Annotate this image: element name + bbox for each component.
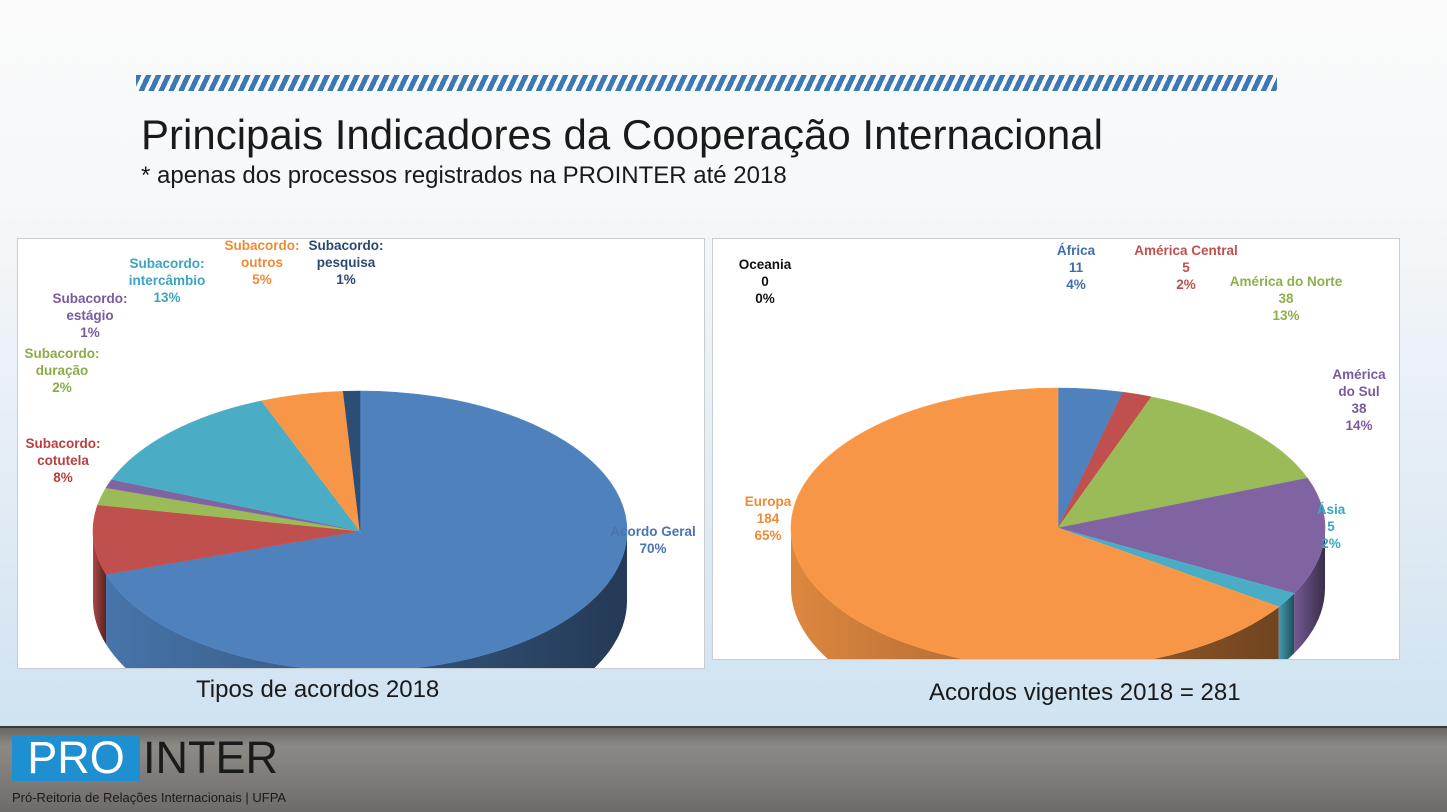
pie-side-subacordo-cotutela [93,531,107,645]
pie-label-subacordo-cotutela: Subacordo: cotutela 8% [25,436,100,485]
pie-side-europa [791,528,1279,659]
page-title: Principais Indicadores da Cooperação Int… [141,111,1103,158]
pie-slice-acordo-geral [105,390,628,668]
pie-label-subacordo-estagio: Subacordo: estágio 1% [52,291,127,340]
pie-slice-subacordo-cotutela [92,504,361,575]
pie-label-europa: Europa 184 65% [745,494,792,543]
pie-label-subacordo-intercambio: Subacordo: intercâmbio 13% [129,256,206,305]
pie-label-subacordo-outros: Subacordo: outros 5% [224,239,299,287]
pie-slice-america-do-sul [1057,477,1326,594]
pie-label-america-do-sul: América do Sul 38 14% [1332,367,1386,433]
chart-panel-tipos-acordos: Acordo Geral 70% Subacordo: cotutela 8% Subac… [17,238,705,669]
pie-label-subacordo-pesquisa: Subacordo: pesquisa 1% [308,239,383,287]
decorative-stripe [136,75,1277,91]
pie-label-asia: Ásia 5 2% [1317,502,1346,551]
pie-chart-acordos-vigentes: África 11 4% América Central 5 2% América do N… [739,243,1386,659]
pie-label-africa: África 11 4% [1057,243,1096,292]
pie-slice-subacordo-intercambio [111,400,361,532]
pie-label-america-do-norte: América do Norte 38 13% [1230,274,1343,323]
prointer-logo-text: INTER [143,732,278,783]
pie-slice-subacordo-pesquisa [342,390,361,532]
pie-label-acordo-geral: Acordo Geral 70% [610,524,696,556]
pie-side-asia [1278,593,1295,659]
chart-caption-tipos-acordos: Tipos de acordos 2018 [196,676,440,703]
pie-side-acordo-geral [106,531,627,668]
chart-caption-acordos-vigentes: Acordos vigentes 2018 = 281 [929,679,1241,706]
prointer-logo-box: PRO [12,735,140,781]
pie-label-oceania: Oceania 0 0% [739,257,792,306]
footer-bar [0,726,1447,812]
page-subtitle: * apenas dos processos registrados na PR… [141,162,787,189]
pie-slice-america-do-norte [1057,396,1309,529]
logo-subtitle: Pró-Reitoria de Relações Internacionais … [12,790,287,805]
pie-chart-tipos-acordos: Acordo Geral 70% Subacordo: cotutela 8% Subac… [24,239,696,668]
pie-label-subacordo-duracao: Subacordo: duração 2% [24,346,99,395]
pie-label-america-central: América Central 5 2% [1134,243,1238,292]
pie-slice-europa [790,387,1280,659]
chart-panel-acordos-vigentes: África 11 4% América Central 5 2% América do N… [712,238,1400,660]
pie-side-america-do-sul [1294,528,1325,654]
